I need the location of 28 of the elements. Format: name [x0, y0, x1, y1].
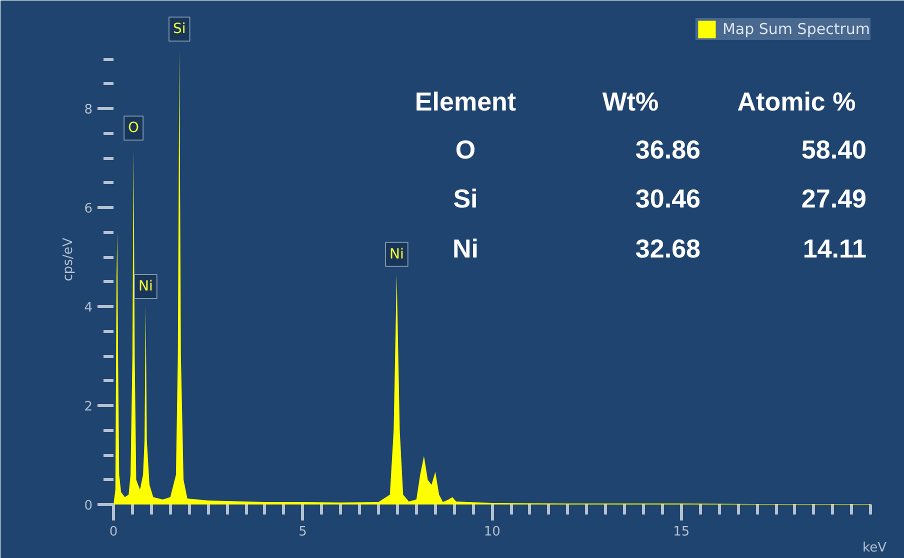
legend-label: Map Sum Spectrum: [722, 20, 870, 38]
annotation: Ni: [390, 246, 404, 262]
annotation: Si: [172, 21, 186, 38]
annotation: Element: [414, 86, 516, 116]
y-tick-label: 6: [84, 202, 93, 217]
annotation: 36.86: [635, 134, 701, 164]
annotation: Ni: [138, 278, 153, 295]
annotation: 30.46: [635, 184, 701, 214]
y-axis-title: cps/eV: [61, 238, 76, 282]
x-tick-label: 0: [109, 524, 118, 540]
annotation: Si: [453, 184, 478, 214]
annotation: 58.40: [801, 134, 867, 164]
annotation: 32.68: [635, 234, 701, 264]
y-tick-label: 0: [84, 498, 93, 514]
annotation: O: [455, 134, 476, 164]
annotation: O: [128, 120, 140, 136]
annotation: 14.11: [802, 234, 867, 264]
y-tick-label: 8: [84, 102, 93, 118]
annotation: 27.49: [801, 184, 867, 214]
annotation: Wt%: [602, 86, 659, 116]
x-tick-label: 10: [484, 524, 500, 540]
y-tick-label: 4: [84, 300, 93, 316]
annotation: Ni: [452, 234, 478, 264]
x-tick-label: 5: [298, 524, 307, 540]
x-axis-title: keV: [862, 540, 887, 556]
annotation: Atomic %: [737, 86, 856, 116]
x-tick-label: 15: [673, 524, 690, 540]
y-tick-label: 2: [84, 400, 93, 415]
